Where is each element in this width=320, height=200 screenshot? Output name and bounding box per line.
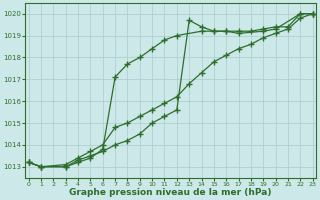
X-axis label: Graphe pression niveau de la mer (hPa): Graphe pression niveau de la mer (hPa) (69, 188, 272, 197)
